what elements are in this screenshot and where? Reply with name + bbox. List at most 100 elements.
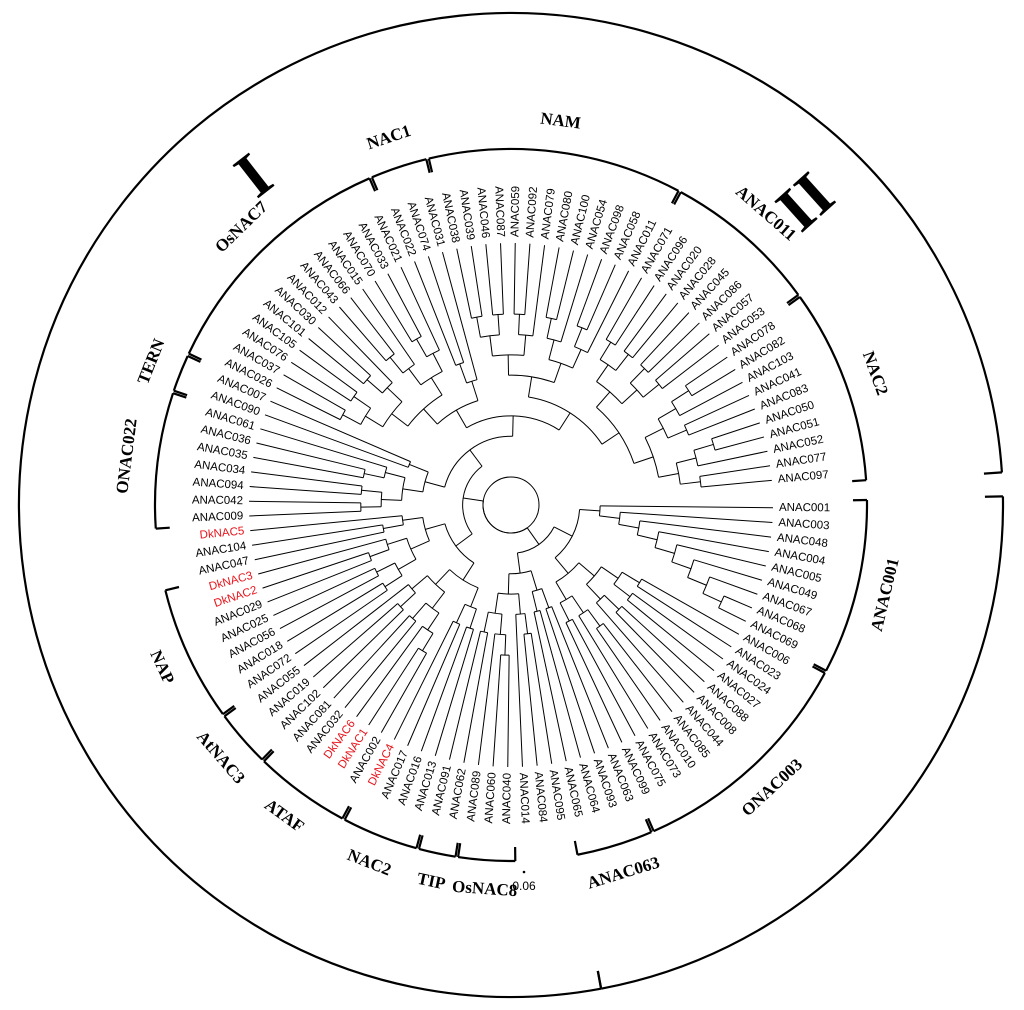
branch-line	[500, 243, 504, 315]
branch-line	[504, 634, 507, 656]
branch-line	[685, 356, 728, 387]
subgroup-arc-tick	[370, 176, 379, 191]
branch-line	[516, 552, 521, 574]
branch-line	[532, 245, 546, 336]
subgroup-label: NAM	[539, 109, 582, 133]
branch-line	[416, 338, 428, 358]
branch-line	[471, 381, 479, 401]
subgroup-arc-tick	[454, 842, 459, 857]
branch-line	[641, 578, 740, 635]
branch-line	[435, 569, 450, 585]
branch-line	[249, 500, 361, 504]
leaf-label: ANAC097	[777, 469, 829, 486]
branch-line	[614, 285, 655, 346]
branch-line	[250, 515, 403, 532]
branch-line	[312, 603, 399, 678]
branch-line	[387, 273, 422, 337]
branch-line	[333, 615, 410, 699]
branch-line	[676, 544, 766, 567]
leaf-label: DkNAC5	[199, 525, 245, 541]
branch-line	[718, 607, 747, 622]
branch-line	[623, 293, 667, 352]
branch-line	[393, 620, 454, 740]
subgroup-arc-tick	[852, 479, 867, 483]
branch-line	[420, 626, 468, 752]
group-arc-tick	[983, 471, 1002, 475]
subgroup-arc-tick	[427, 158, 434, 173]
branch-line	[671, 561, 692, 570]
branch-line	[262, 552, 369, 589]
branch-line	[276, 387, 341, 421]
group-label: I	[221, 139, 284, 210]
branch-line	[620, 511, 773, 523]
branch-line	[369, 549, 390, 558]
leaf-label: ANAC040	[501, 773, 514, 824]
subgroup-arc-tick	[415, 834, 422, 849]
branch-line	[258, 538, 386, 575]
branch-line	[621, 571, 640, 584]
branch-line	[287, 582, 384, 642]
branch-line	[507, 573, 510, 595]
branch-line	[551, 606, 609, 749]
subgroup-arc	[418, 847, 456, 858]
group-arc	[600, 496, 1005, 990]
subgroup-arc-tick	[343, 806, 353, 821]
subgroup-arc-tick	[644, 818, 653, 833]
leaf-label: ANAC060	[483, 772, 498, 824]
branch-line	[400, 592, 416, 608]
branch-line	[714, 436, 765, 451]
branch-line	[615, 354, 629, 371]
branch-line	[596, 602, 684, 703]
branch-line	[455, 604, 466, 624]
subgroup-arc-tick	[787, 296, 801, 307]
branch-line	[526, 527, 540, 545]
subgroup-arc-tick	[172, 392, 187, 399]
branch-arc	[462, 465, 483, 535]
branch-line	[513, 243, 516, 315]
branch-line	[639, 520, 772, 538]
branch-line	[256, 442, 366, 470]
branch-line	[414, 261, 457, 366]
branch-line	[553, 526, 573, 537]
subgroup-arc	[653, 672, 826, 833]
branch-line	[290, 361, 352, 402]
branch-line	[456, 248, 472, 319]
branch-arc	[480, 630, 488, 634]
branch-line	[400, 266, 440, 351]
branch-line	[273, 567, 376, 616]
branch-line	[483, 611, 489, 633]
branch-line	[398, 558, 417, 570]
branch-line	[365, 415, 384, 428]
branch-line	[356, 626, 423, 717]
subgroup-arc	[172, 355, 189, 392]
leaf-label: ANAC092	[524, 186, 540, 238]
branch-line	[432, 353, 443, 372]
branch-line	[368, 647, 419, 726]
subgroup-arc	[263, 760, 343, 820]
branch-line	[573, 327, 583, 347]
subgroup-label: ONAC022	[112, 417, 140, 494]
branch-line	[697, 450, 768, 467]
branch-line	[499, 614, 503, 635]
branch-line	[469, 449, 483, 467]
branch-line	[427, 256, 465, 363]
subgroup-arc-tick	[417, 835, 424, 850]
branch-line	[640, 312, 690, 366]
branch-line	[380, 652, 428, 733]
branch-line	[303, 584, 409, 666]
leaf-label: ANAC077	[775, 451, 827, 471]
branch-line	[578, 615, 649, 729]
subgroup-label: TERN	[133, 335, 168, 387]
branch-line	[637, 534, 658, 541]
branch-line	[701, 479, 772, 488]
subgroup-arc-tick	[187, 354, 201, 363]
branch-line	[633, 456, 654, 464]
branch-line	[587, 609, 601, 627]
branch-line	[249, 510, 361, 517]
branch-line	[560, 254, 589, 343]
branch-line	[676, 457, 697, 464]
branch-line	[599, 341, 612, 360]
subgroup-arc-tick	[222, 705, 235, 716]
branch-line	[632, 592, 724, 660]
subgroup-arc-tick	[573, 840, 579, 855]
